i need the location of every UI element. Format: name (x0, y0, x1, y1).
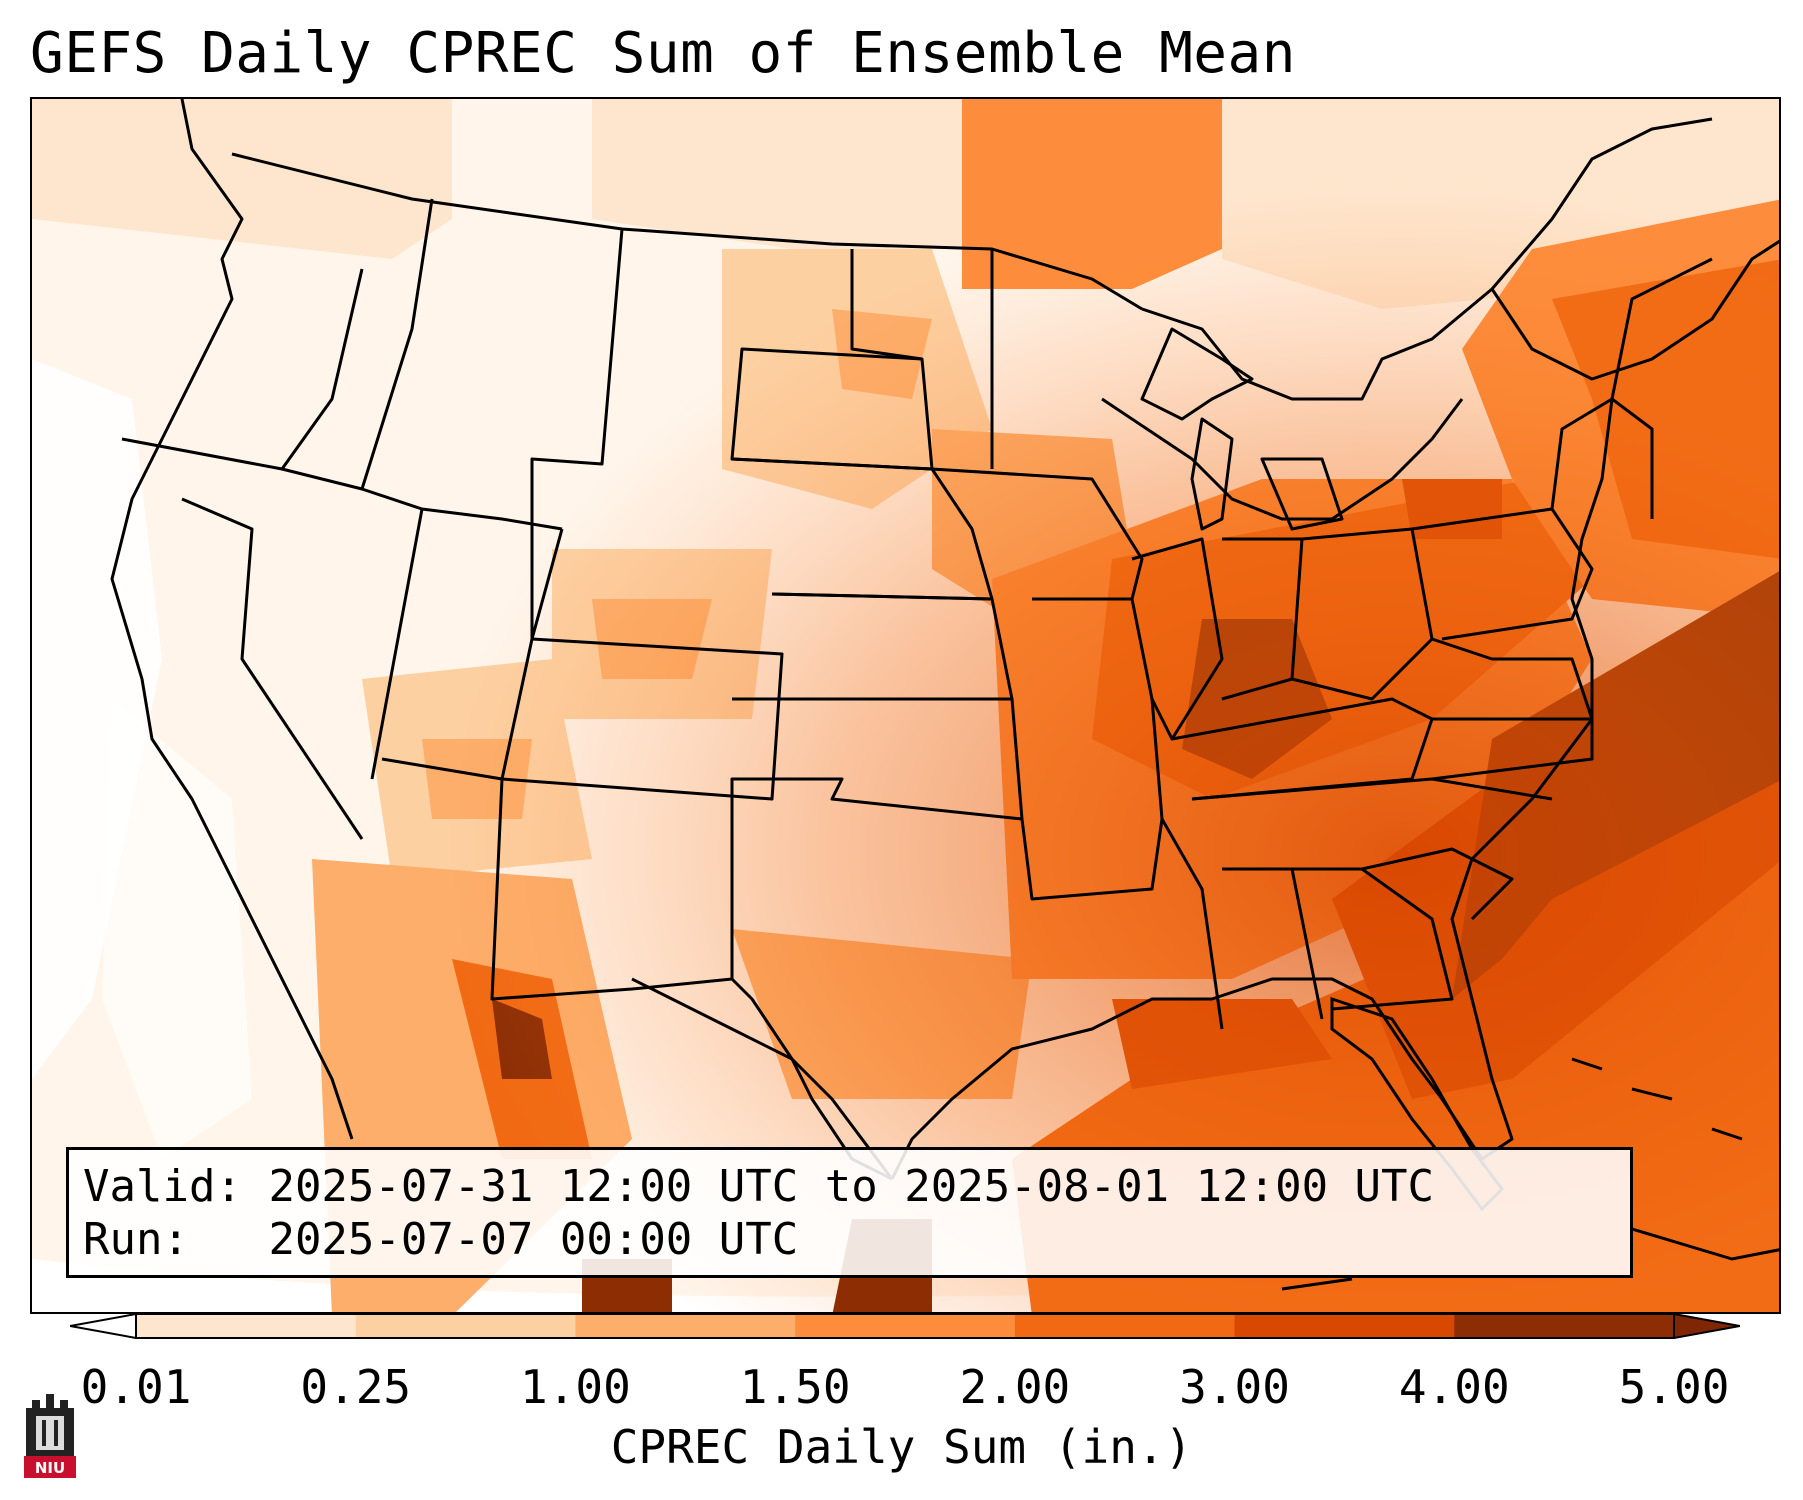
colorbar (69, 1312, 1741, 1340)
border-id-wa (280, 268, 364, 470)
run-value: 2025-07-07 00:00 UTC (268, 1214, 799, 1265)
mississippi (1160, 818, 1224, 1030)
colorbar-outline (135, 1313, 1675, 1339)
border-id-mt (360, 198, 434, 490)
border-ut-az (381, 528, 564, 781)
colorbar-segment (1454, 1314, 1675, 1338)
maine-nh (1610, 257, 1713, 400)
wyoming (530, 228, 624, 639)
border-ca-nv (181, 497, 364, 840)
north-carolina (1431, 719, 1594, 781)
colorbar-svg (69, 1312, 1741, 1340)
indiana (1221, 537, 1304, 701)
colorbar-segment (355, 1314, 576, 1338)
iowa (931, 467, 1144, 600)
colorbar-segment (575, 1314, 796, 1338)
northeast-coast (1490, 239, 1779, 381)
border-or-ca (121, 437, 563, 531)
canada-border-west (231, 152, 1143, 311)
colorbar-segment (795, 1314, 1016, 1338)
west-coastline (110, 99, 354, 1140)
colorbar-segment (1234, 1314, 1455, 1338)
valid-run-infobox: Valid: 2025-07-31 12:00 UTC to 2025-08-0… (66, 1147, 1633, 1278)
precip-map (30, 97, 1781, 1314)
university-tower-logo: NIU (22, 1390, 78, 1480)
virginia (1431, 637, 1594, 721)
great-lakes-border (1101, 397, 1464, 521)
oklahoma (730, 697, 1024, 979)
georgia (1292, 867, 1454, 1011)
lake-michigan (1190, 417, 1234, 531)
south-carolina (1361, 847, 1514, 921)
canada-border-east (1141, 117, 1713, 401)
valid-label: Valid: (83, 1161, 242, 1212)
colorbar-tick-label: 1.50 (739, 1360, 851, 1414)
colorado (501, 637, 784, 801)
niu-logo-icon: NIU (24, 1394, 76, 1478)
map-title: GEFS Daily CPREC Sum of Ensemble Mean (30, 21, 1296, 86)
colorbar-over-arrow (1673, 1312, 1741, 1340)
lake-superior (1140, 327, 1254, 421)
texas-east (730, 977, 894, 1180)
precip-map-svg (32, 99, 1779, 1312)
colorbar-tick-label: 0.25 (300, 1360, 412, 1414)
caribbean-islands (1281, 1057, 1779, 1291)
colorbar-tick-label: 3.00 (1179, 1360, 1290, 1414)
colorbar-tick-label: 2.00 (959, 1360, 1071, 1414)
state-boundaries (110, 99, 1779, 1181)
precip-shading (32, 99, 1779, 1312)
border-nv-ut (370, 508, 424, 780)
louisiana-arkansas (1020, 818, 1164, 901)
colorbar-segment (136, 1314, 357, 1338)
colorbar-tick-label: 0.01 (80, 1360, 192, 1414)
run-label: Run: (83, 1214, 189, 1265)
lake-huron (1260, 457, 1344, 531)
colorbar-tick-label: 4.00 (1398, 1360, 1510, 1414)
border-az-nm (490, 778, 733, 1001)
north-dakota (850, 249, 923, 361)
colorbar-segment (1014, 1314, 1236, 1338)
pennsylvania (1411, 507, 1594, 641)
colorbar-tick-label: 1.00 (520, 1360, 631, 1414)
illinois (1131, 537, 1224, 741)
logo-text: NIU (35, 1459, 65, 1477)
valid-value: 2025-07-31 12:00 UTC to 2025-08-01 12:00… (268, 1161, 1435, 1212)
missouri (1032, 597, 1164, 820)
colorbar-tick-label: 5.00 (1618, 1360, 1730, 1414)
colorbar-under-arrow (69, 1312, 137, 1340)
colorbar-label: CPREC Daily Sum (in.) (610, 1420, 1193, 1474)
